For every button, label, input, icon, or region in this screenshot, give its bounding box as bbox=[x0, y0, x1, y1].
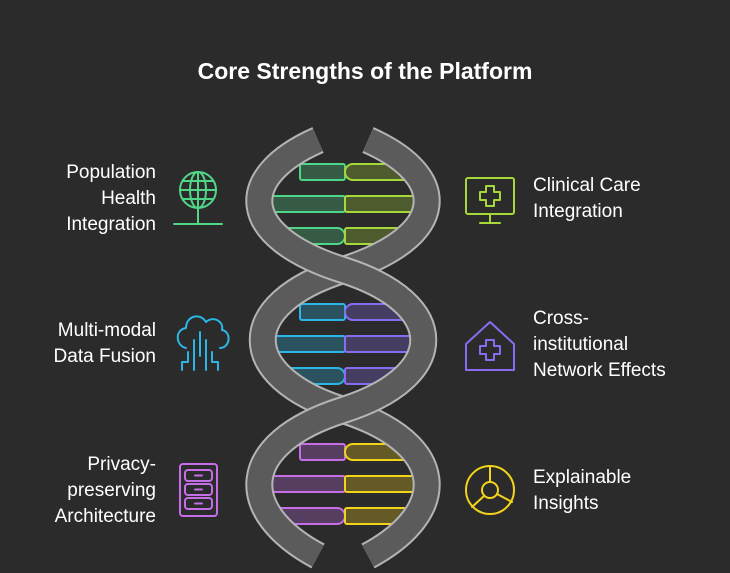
cabinet-outline bbox=[179, 463, 218, 517]
page-title: Core Strengths of the Platform bbox=[197, 58, 533, 84]
pie-dividers bbox=[471, 465, 513, 508]
drawer bbox=[184, 483, 213, 496]
label-line: Population bbox=[66, 162, 156, 183]
drawer bbox=[184, 469, 213, 482]
pie-chart-icon bbox=[465, 465, 515, 515]
label-line: Integration bbox=[66, 214, 156, 235]
filing-cabinet-icon bbox=[179, 463, 218, 517]
base-pair-left bbox=[299, 443, 346, 461]
cloud-outline bbox=[176, 315, 230, 349]
globe-lines bbox=[173, 171, 223, 225]
house-outline bbox=[465, 321, 515, 371]
monitor-cross bbox=[479, 185, 501, 224]
label-line: Clinical Care bbox=[533, 175, 641, 196]
base-pair-left bbox=[265, 195, 346, 213]
label-line: institutional bbox=[533, 334, 629, 355]
label-multimodal: Multi-modal Data Fusion bbox=[54, 318, 156, 370]
label-clinical-care: Clinical Care Integration bbox=[533, 173, 641, 225]
drawer bbox=[184, 497, 213, 510]
label-line: Data Fusion bbox=[53, 346, 156, 367]
label-explainable: Explainable Insights bbox=[533, 465, 631, 517]
globe-icon bbox=[173, 171, 223, 225]
label-line: Insights bbox=[533, 493, 599, 514]
monitor-screen bbox=[465, 177, 515, 215]
label-line: Network Effects bbox=[533, 360, 666, 381]
base-pair-left bbox=[265, 475, 346, 493]
house-medical-icon bbox=[465, 321, 515, 371]
cloud-circuit-icon bbox=[176, 315, 230, 371]
label-line: Explainable bbox=[533, 467, 632, 488]
helix-strand bbox=[250, 129, 439, 567]
label-cross-institutional: Cross- institutional Network Effects bbox=[533, 306, 666, 384]
label-line: preserving bbox=[67, 480, 156, 501]
base-pair-left bbox=[299, 163, 346, 181]
label-line: Multi-modal bbox=[57, 320, 156, 341]
label-privacy: Privacy- preserving Architecture bbox=[55, 452, 156, 530]
label-line: Integration bbox=[533, 201, 623, 222]
helix-strand bbox=[247, 129, 436, 567]
house-cross bbox=[479, 339, 501, 361]
label-population-health: Population Health Integration bbox=[66, 160, 156, 238]
label-line: Cross- bbox=[533, 308, 589, 329]
medical-monitor-icon bbox=[465, 177, 515, 224]
circuit-lines bbox=[181, 331, 219, 371]
label-line: Privacy- bbox=[87, 454, 156, 475]
label-line: Architecture bbox=[54, 506, 156, 527]
base-pair-left bbox=[299, 303, 346, 321]
label-line: Health bbox=[101, 188, 156, 209]
